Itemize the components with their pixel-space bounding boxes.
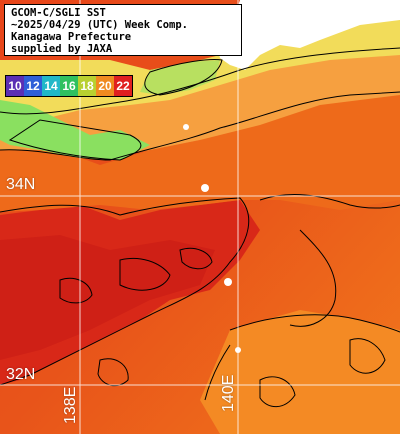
- lat-label-34n: 34N: [6, 176, 36, 193]
- legend-cell-16: 16: [60, 76, 78, 96]
- sst-color-legend: 10 12 14 16 18 20 22: [5, 75, 133, 97]
- island: [224, 278, 232, 286]
- legend-cell-10: 10: [6, 76, 24, 96]
- title-line-region: Kanagawa Prefecture: [11, 31, 132, 43]
- legend-cell-18: 18: [78, 76, 96, 96]
- title-line-product: GCOM-C/SGLI SST: [11, 7, 106, 19]
- lon-label-138e: 138E: [62, 386, 79, 424]
- legend-cell-20: 20: [96, 76, 114, 96]
- coastal-green: [0, 100, 150, 160]
- orange-water-region: [0, 90, 400, 212]
- island: [183, 124, 189, 130]
- lon-label-140e: 140E: [220, 374, 237, 412]
- lat-label-32n: 32N: [6, 366, 36, 383]
- title-box: GCOM-C/SGLI SST ~2025/04/29 (UTC) Week C…: [4, 4, 242, 56]
- land-mass: [215, 0, 400, 70]
- legend-cell-12: 12: [24, 76, 42, 96]
- title-line-supplier: supplied by JAXA: [11, 43, 113, 55]
- sst-contours: [0, 47, 400, 408]
- legend-cell-14: 14: [42, 76, 60, 96]
- island: [201, 184, 209, 192]
- title-line-date: ~2025/04/29 (UTC) Week Comp.: [11, 19, 189, 31]
- legend-cell-22: 22: [114, 76, 132, 96]
- coastal-light-orange: [0, 50, 400, 160]
